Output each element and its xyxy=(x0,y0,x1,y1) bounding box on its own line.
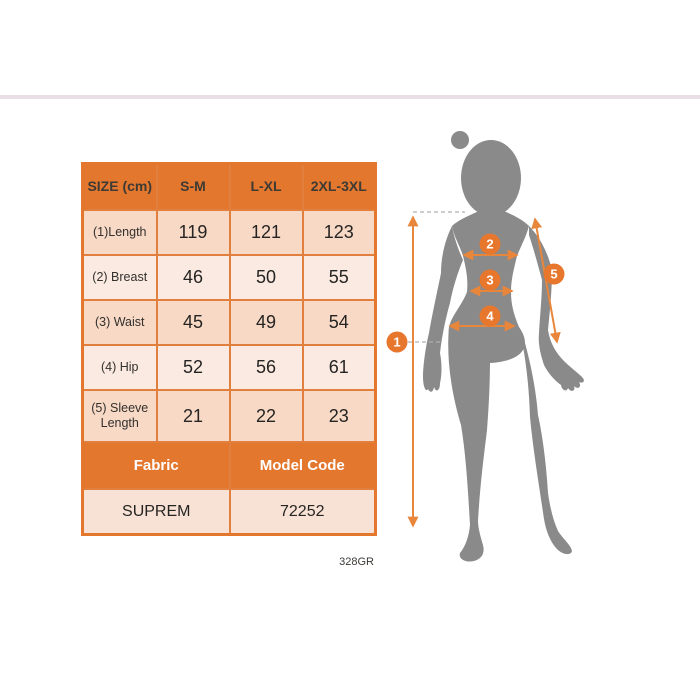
fabric-header: Fabric xyxy=(81,441,231,490)
row-label-sleeve-length: (5) Sleeve Length xyxy=(81,389,158,443)
cell-length-s-m: 119 xyxy=(155,209,231,256)
table-row-hip: (4) Hip 52 56 61 xyxy=(81,344,377,391)
row-label-breast: (2) Breast xyxy=(81,254,158,301)
marker-circle-5 xyxy=(543,263,565,285)
column-header-s-m: S-M xyxy=(155,162,231,211)
cell-sleeve-2xl-3xl: 23 xyxy=(301,389,377,443)
silhouette-head xyxy=(461,140,521,216)
marker-label-1: 1 xyxy=(393,335,400,350)
cell-waist-2xl-3xl: 54 xyxy=(301,299,377,346)
cell-waist-s-m: 45 xyxy=(155,299,231,346)
marker-label-2: 2 xyxy=(486,237,493,252)
body-measurement-diagram: 1 2 3 4 5 xyxy=(386,131,584,562)
cell-sleeve-s-m: 21 xyxy=(155,389,231,443)
marker-label-5: 5 xyxy=(550,267,557,282)
measurement-markers: 1 2 3 4 5 xyxy=(386,233,565,353)
cell-length-l-xl: 121 xyxy=(228,209,304,256)
table-row-length: (1)Length 119 121 123 xyxy=(81,209,377,256)
cell-hip-2xl-3xl: 61 xyxy=(301,344,377,391)
model-code-header: Model Code xyxy=(228,441,377,490)
cell-breast-2xl-3xl: 55 xyxy=(301,254,377,301)
column-header-l-xl: L-XL xyxy=(228,162,304,211)
fabric-model-value-row: SUPREM 72252 xyxy=(81,488,377,536)
table-row-breast: (2) Breast 46 50 55 xyxy=(81,254,377,301)
marker-label-4: 4 xyxy=(486,309,494,324)
silhouette-left-leg xyxy=(448,327,490,562)
model-code-value: 72252 xyxy=(228,488,377,536)
size-header-row: SIZE (cm) S-M L-XL 2XL-3XL xyxy=(81,162,377,211)
cell-hip-s-m: 52 xyxy=(155,344,231,391)
row-label-hip: (4) Hip xyxy=(81,344,158,391)
column-header-2xl-3xl: 2XL-3XL xyxy=(301,162,377,211)
fabric-model-header-row: Fabric Model Code xyxy=(81,441,377,490)
table-row-waist: (3) Waist 45 49 54 xyxy=(81,299,377,346)
column-header-size-cm: SIZE (cm) xyxy=(81,162,158,211)
female-body-silhouette xyxy=(423,131,584,562)
size-chart-table: SIZE (cm) S-M L-XL 2XL-3XL (1)Length 119… xyxy=(81,162,377,536)
cell-length-2xl-3xl: 123 xyxy=(301,209,377,256)
cell-breast-s-m: 46 xyxy=(155,254,231,301)
silhouette-hair-tuft xyxy=(451,131,469,149)
marker-label-3: 3 xyxy=(486,273,493,288)
row-label-length: (1)Length xyxy=(81,209,158,256)
fabric-value: SUPREM xyxy=(81,488,231,536)
cell-breast-l-xl: 50 xyxy=(228,254,304,301)
cell-sleeve-l-xl: 22 xyxy=(228,389,304,443)
marker-circle-2 xyxy=(479,233,501,255)
marker-circle-1 xyxy=(386,331,408,353)
row-label-waist: (3) Waist xyxy=(81,299,158,346)
table-row-sleeve-length: (5) Sleeve Length 21 22 23 xyxy=(81,389,377,443)
marker-circle-3 xyxy=(479,269,501,291)
silhouette-right-arm xyxy=(529,226,584,391)
decorative-divider-line xyxy=(0,95,700,99)
cell-waist-l-xl: 49 xyxy=(228,299,304,346)
silhouette-left-arm xyxy=(423,226,463,392)
marker-circle-4 xyxy=(479,305,501,327)
cell-hip-l-xl: 56 xyxy=(228,344,304,391)
color-code-note: 328GR xyxy=(339,556,374,568)
